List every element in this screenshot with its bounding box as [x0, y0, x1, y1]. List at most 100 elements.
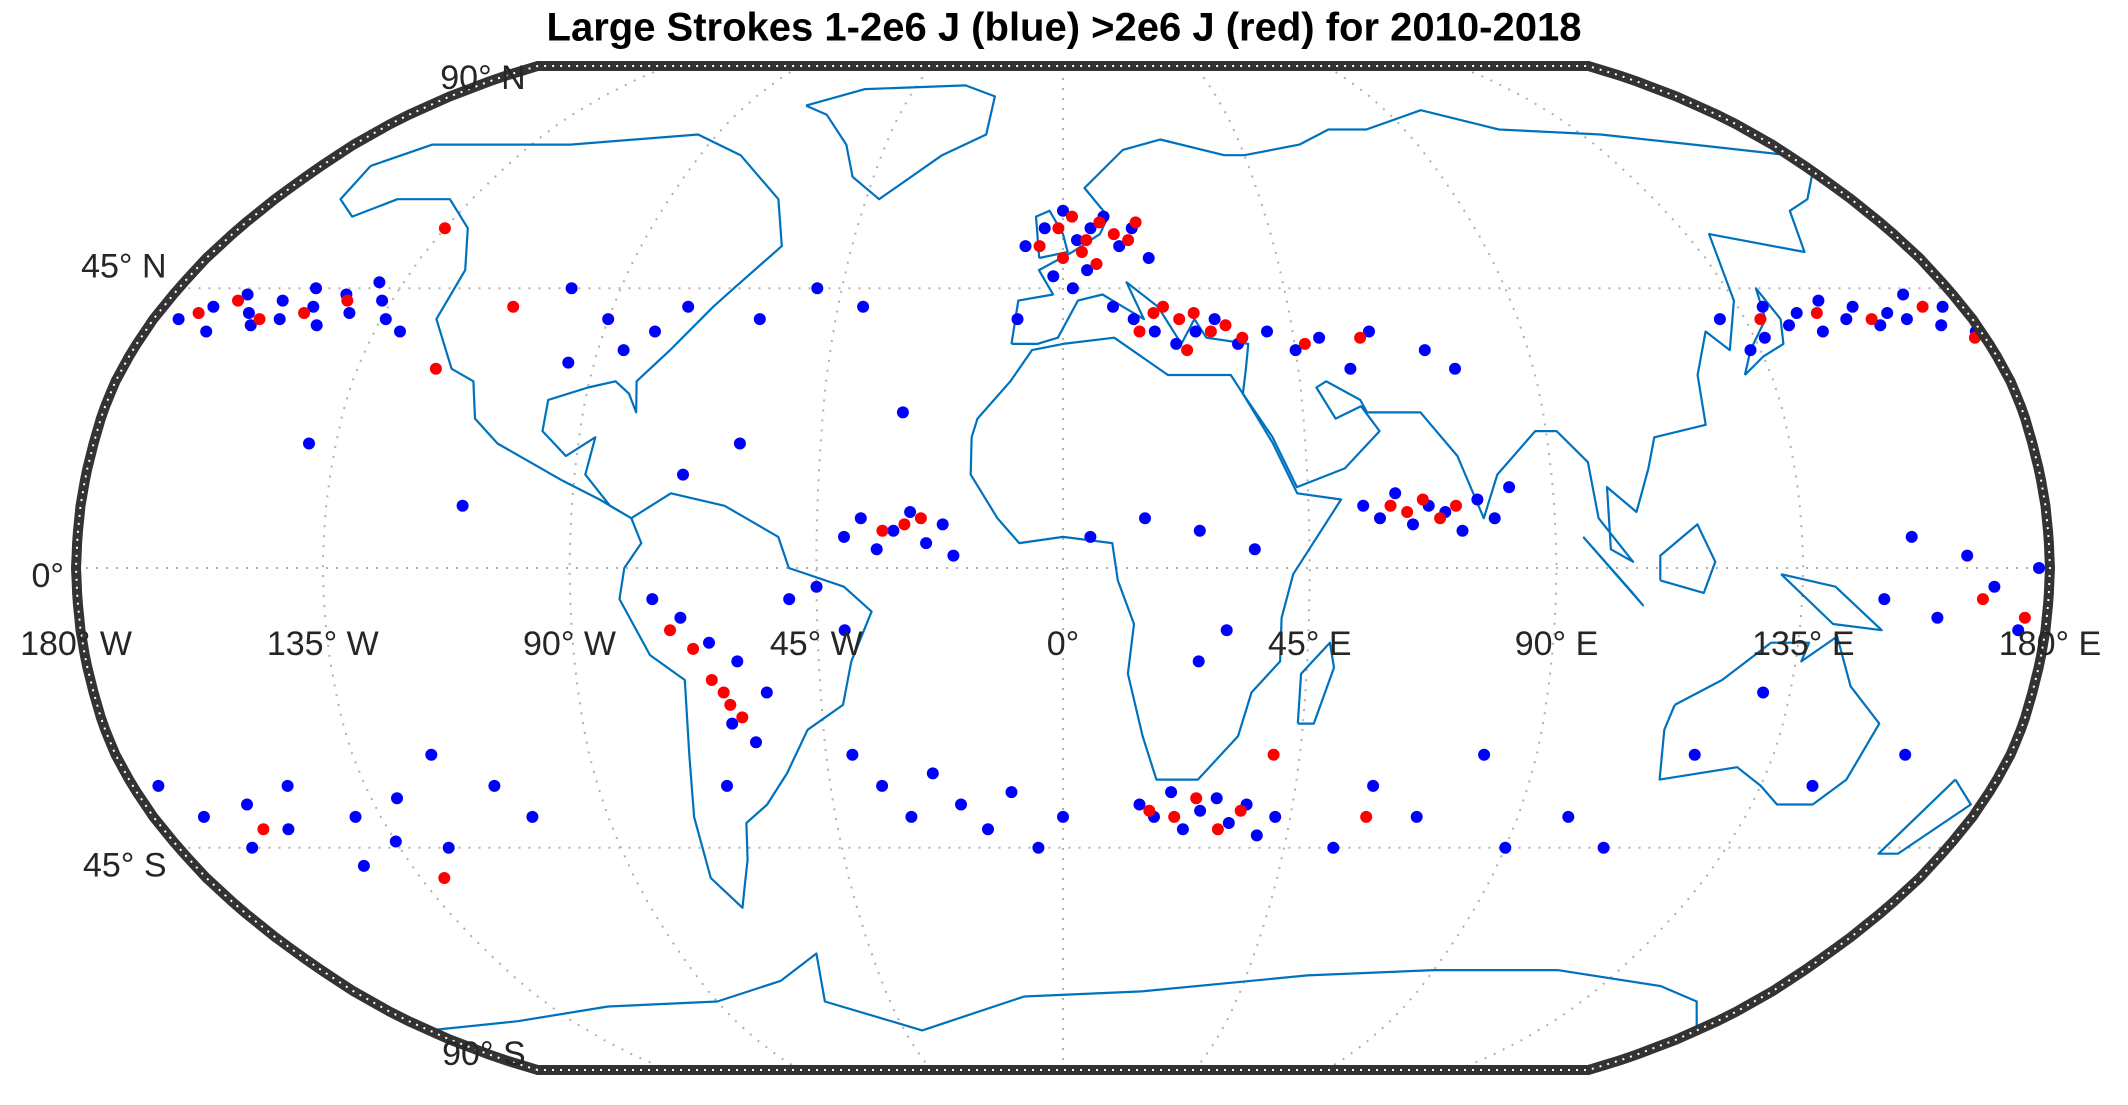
stroke-point [703, 636, 715, 649]
stroke-point [1418, 344, 1431, 357]
stroke-point [488, 779, 501, 792]
stroke-point [349, 810, 362, 823]
stroke-point [857, 300, 870, 313]
stroke-point [1143, 804, 1156, 817]
stroke-point [1170, 337, 1183, 350]
coastline [1877, 778, 1972, 855]
stroke-point [876, 779, 889, 792]
stroke-point [1899, 748, 1912, 761]
graticule [74, 65, 2052, 1071]
stroke-point [1757, 686, 1770, 699]
stroke-point [257, 823, 270, 836]
stroke-point [1936, 300, 1949, 313]
stroke-point [1075, 246, 1088, 258]
stroke-point [1113, 240, 1126, 253]
stroke-point [246, 841, 259, 854]
stroke-point [1133, 798, 1146, 811]
stroke-point [905, 810, 918, 823]
stroke-point [1754, 313, 1767, 326]
stroke-point [1935, 319, 1948, 332]
stroke-point [389, 835, 402, 848]
stroke-point [2018, 611, 2031, 624]
stroke-point [2012, 624, 2025, 637]
stroke-point [1189, 325, 1202, 338]
stroke-point [674, 611, 687, 624]
stroke-point [1093, 216, 1106, 229]
stroke-point [947, 549, 960, 562]
stroke-point [244, 319, 257, 332]
stroke-point [425, 748, 438, 761]
stroke-point [1220, 624, 1233, 637]
coastline [339, 133, 783, 520]
stroke-point [310, 282, 322, 295]
stroke-point [982, 823, 994, 836]
stroke-point [1688, 748, 1701, 761]
stroke-point [646, 593, 659, 606]
stroke-point [1181, 344, 1194, 357]
stroke-point [1142, 252, 1155, 264]
stroke-point [1219, 319, 1232, 332]
stroke-point [1269, 810, 1282, 823]
stroke-point [1234, 804, 1247, 817]
stroke-point [705, 674, 718, 686]
stroke-point [733, 437, 746, 450]
stroke-point [343, 307, 356, 319]
stroke-point [1187, 307, 1200, 319]
stroke-point [273, 313, 286, 326]
stroke-point [1084, 222, 1097, 235]
stroke-point [207, 300, 220, 313]
stroke-point [438, 222, 451, 235]
x-tick-label: 90° W [523, 625, 616, 663]
stroke-point [1208, 313, 1221, 326]
stroke-point [1931, 611, 1944, 624]
stroke-point [750, 736, 762, 749]
coastline [1010, 109, 1814, 563]
stroke-point [1147, 307, 1160, 319]
stroke-point [526, 810, 539, 823]
stroke-point [1190, 792, 1203, 805]
stroke-point [241, 288, 254, 301]
x-tick-label: 135° E [1752, 625, 1854, 663]
meridian-grid-line [1325, 65, 1558, 1071]
points [152, 204, 2045, 884]
stroke-point [1878, 593, 1891, 606]
stroke-point [753, 313, 766, 326]
stroke-point [1248, 543, 1261, 556]
stroke-point [736, 711, 749, 724]
stroke-point [1713, 313, 1726, 326]
stroke-point [1812, 294, 1825, 307]
stroke-point [376, 294, 389, 307]
stroke-point [920, 537, 933, 550]
stroke-point [1173, 313, 1186, 326]
stroke-point [854, 512, 867, 525]
stroke-point [1071, 234, 1083, 247]
stroke-point [1816, 325, 1829, 338]
stroke-point [1367, 779, 1380, 792]
stroke-point [1360, 810, 1373, 823]
stroke-point [1129, 216, 1142, 229]
stroke-point [1019, 240, 1032, 253]
stroke-point [1047, 270, 1060, 283]
meridian-grid-line [815, 65, 933, 1071]
stroke-point [1222, 817, 1235, 829]
stroke-point [1204, 325, 1217, 338]
stroke-point [2033, 562, 2045, 574]
stroke-point [1250, 829, 1263, 842]
stroke-point [1354, 331, 1367, 344]
x-tick-label: 45° E [1268, 625, 1352, 663]
stroke-point [1267, 748, 1280, 761]
stroke-point [717, 686, 730, 699]
stroke-point [242, 307, 255, 319]
stroke-point [1261, 325, 1273, 338]
stroke-point [649, 325, 661, 338]
stroke-point [936, 518, 949, 531]
coastline [1296, 641, 1336, 725]
stroke-point [1846, 300, 1859, 313]
stroke-point [838, 530, 850, 543]
stroke-point [664, 624, 676, 637]
stroke-point [1090, 258, 1103, 270]
stroke-point [1066, 210, 1078, 223]
stroke-point [682, 300, 695, 313]
stroke-point [898, 518, 911, 531]
